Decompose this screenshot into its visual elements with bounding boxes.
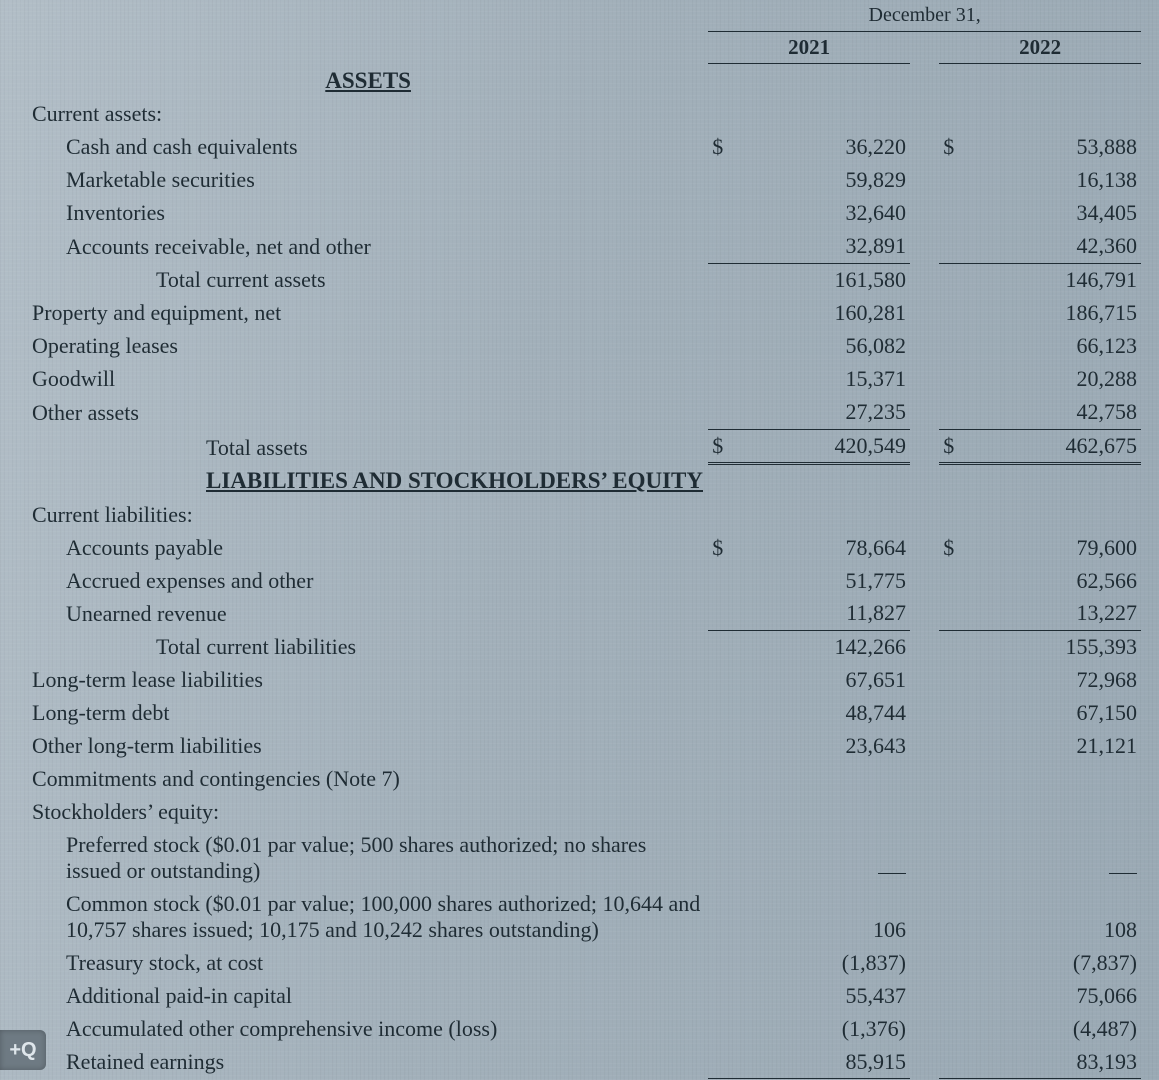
dash-icon (878, 873, 906, 874)
liab-title: LIABILITIES AND STOCKHOLDERS’ EQUITY (28, 464, 708, 498)
row-other-lt: Other long-term liabilities 23,643 21,12… (28, 730, 1141, 763)
row-inventories: Inventories 32,640 34,405 (28, 197, 1141, 230)
row-ppe: Property and equipment, net 160,281 186,… (28, 297, 1141, 330)
row-cash: Cash and cash equivalents $ 36,220 $ 53,… (28, 131, 1141, 164)
row-re: Retained earnings 85,915 83,193 (28, 1045, 1141, 1078)
row-common: Common stock ($0.01 par value; 100,000 s… (28, 888, 1141, 947)
row-treasury: Treasury stock, at cost (1,837) (7,837) (28, 946, 1141, 979)
assets-title: ASSETS (28, 64, 708, 98)
header-date-row: December 31, (28, 0, 1141, 31)
financial-table: December 31, 2021 2022 ASSETS Current as… (28, 0, 1141, 1080)
row-commitments: Commitments and contingencies (Note 7) (28, 763, 708, 796)
row-lt-debt: Long-term debt 48,744 67,150 (28, 697, 1141, 730)
date-header: December 31, (708, 0, 1141, 31)
row-ap: Accounts payable $ 78,664 $ 79,600 (28, 531, 1141, 564)
row-apic: Additional paid-in capital 55,437 75,066 (28, 979, 1141, 1012)
zoom-badge[interactable]: +Q (0, 1030, 46, 1070)
row-preferred: Preferred stock ($0.01 par value; 500 sh… (28, 829, 1141, 888)
row-ar: Accounts receivable, net and other 32,89… (28, 230, 1141, 263)
row-other-assets: Other assets 27,235 42,758 (28, 396, 1141, 429)
balance-sheet: December 31, 2021 2022 ASSETS Current as… (18, 0, 1151, 1080)
row-lt-lease: Long-term lease liabilities 67,651 72,96… (28, 664, 1141, 697)
row-current-assets: Current assets: (28, 98, 708, 131)
row-accrued: Accrued expenses and other 51,775 62,566 (28, 564, 1141, 597)
row-total-current-assets: Total current assets 161,580 146,791 (28, 263, 1141, 296)
row-op-leases: Operating leases 56,082 66,123 (28, 330, 1141, 363)
row-current-liab: Current liabilities: (28, 498, 708, 531)
row-goodwill: Goodwill 15,371 20,288 (28, 363, 1141, 396)
row-total-assets: Total assets $ 420,549 $ 462,675 (28, 429, 1141, 464)
row-marketable: Marketable securities 59,829 16,138 (28, 164, 1141, 197)
year-1: 2021 (708, 31, 910, 64)
row-unearned: Unearned revenue 11,827 13,227 (28, 597, 1141, 630)
dash-icon (1109, 873, 1137, 874)
row-total-current-liab: Total current liabilities 142,266 155,39… (28, 630, 1141, 663)
row-aoci: Accumulated other comprehensive income (… (28, 1012, 1141, 1045)
year-2: 2022 (939, 31, 1141, 64)
header-year-row: 2021 2022 (28, 31, 1141, 64)
row-se: Stockholders’ equity: (28, 796, 708, 829)
